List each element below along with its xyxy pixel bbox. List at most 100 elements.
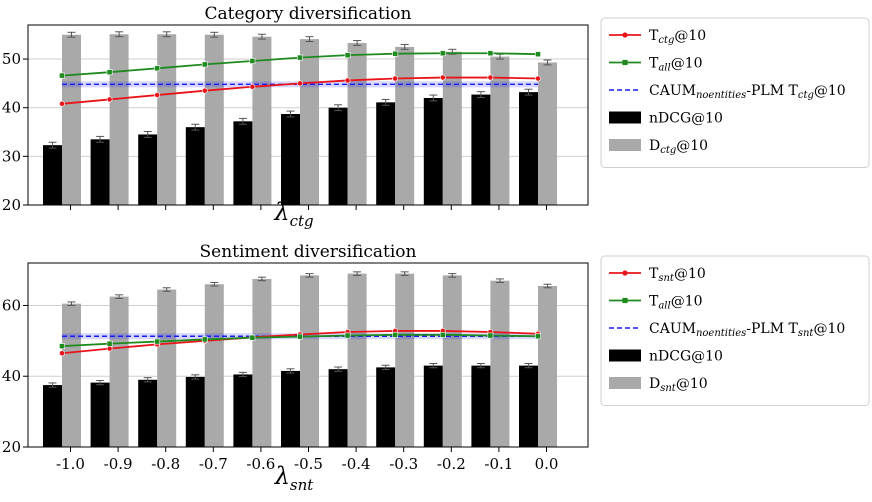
bar-ndcg-8 xyxy=(423,365,443,447)
chart-panel-1: 20 30 40 50 Category diversification λctg Tctg… xyxy=(2,4,870,230)
plot-frame xyxy=(27,262,589,448)
point-marker xyxy=(535,75,541,82)
legend-swatch xyxy=(609,139,641,151)
x-axis-label: λsnt xyxy=(274,462,315,494)
legend-label: Dsnt@10 xyxy=(649,376,708,394)
x-tick-label: -0.4 xyxy=(342,455,371,473)
bar-ndcg-5 xyxy=(281,370,300,447)
legend: Tsnt@10 Tall@10 CAUMnoentities-PLM Tsnt@10… xyxy=(600,255,870,406)
bar-d-10 xyxy=(538,62,557,206)
point-marker xyxy=(439,331,446,338)
bar-d-8 xyxy=(442,275,462,447)
x-tick-label: -1.0 xyxy=(56,455,85,473)
bar-ndcg-2 xyxy=(138,134,158,205)
x-tick-label: -0.6 xyxy=(246,455,275,473)
point-marker xyxy=(59,100,65,107)
x-tick-label: -0.9 xyxy=(104,455,133,473)
bar-d-4 xyxy=(252,278,272,447)
point-marker xyxy=(154,92,161,98)
point-marker xyxy=(392,331,399,338)
point-marker xyxy=(201,61,208,68)
bar-ndcg-9 xyxy=(471,365,491,447)
legend-label: Tall@10 xyxy=(649,294,703,312)
legend-marker xyxy=(622,297,628,304)
bar-d-4 xyxy=(252,36,272,205)
point-marker xyxy=(59,350,65,357)
point-marker xyxy=(487,74,494,81)
y-tick-label: 40 xyxy=(2,99,21,117)
y-tick-label: 20 xyxy=(2,438,21,456)
point-marker xyxy=(535,51,541,58)
y-tick-label: 30 xyxy=(2,147,21,165)
bar-ndcg-4 xyxy=(233,374,253,447)
point-marker xyxy=(249,334,256,341)
y-tick-label: 20 xyxy=(2,196,21,214)
point-marker xyxy=(154,338,161,345)
chart-title: Category diversification xyxy=(204,4,411,24)
bar-d-10 xyxy=(538,286,557,447)
bar-d-8 xyxy=(442,51,462,205)
bar-ndcg-7 xyxy=(376,367,396,447)
bar-ndcg-1 xyxy=(90,382,110,447)
point-marker xyxy=(487,332,494,339)
bar-ndcg-3 xyxy=(185,127,205,205)
bar-ndcg-1 xyxy=(90,139,110,205)
point-marker xyxy=(392,50,399,57)
bar-d-7 xyxy=(395,273,415,447)
bar-ndcg-7 xyxy=(376,102,396,205)
point-marker xyxy=(439,74,446,81)
x-tick-label: -0.3 xyxy=(389,455,418,473)
point-marker xyxy=(201,87,208,94)
point-marker xyxy=(487,50,494,57)
legend-label: nDCG@10 xyxy=(649,111,723,127)
legend: Tctg@10 Tall@10 CAUMnoentities-PLM Tctg@10… xyxy=(600,17,870,168)
y-tick-label: 40 xyxy=(2,367,21,385)
point-marker xyxy=(344,52,351,59)
chart-title: Sentiment diversification xyxy=(199,242,416,262)
point-marker xyxy=(59,343,65,350)
point-marker xyxy=(439,50,446,57)
legend-label: CAUMnoentities-PLM Tctg@10 xyxy=(649,83,846,101)
point-marker xyxy=(344,77,351,84)
point-marker xyxy=(154,65,161,72)
legend-label: Tsnt@10 xyxy=(649,266,706,284)
point-marker xyxy=(106,69,113,76)
y-tick-label: 60 xyxy=(2,296,21,314)
x-axis-label: λctg xyxy=(273,198,313,230)
chart-panel-2: 20 40 60 -1.0 -0.9 -0.8 -0.7 -0.6 -0.5 -0.4 -0.3 -0… xyxy=(2,242,870,494)
legend-marker xyxy=(622,32,628,38)
legend-label: Tall@10 xyxy=(649,56,703,74)
point-marker xyxy=(392,75,399,82)
plot-frame xyxy=(27,24,589,206)
bar-ndcg-2 xyxy=(138,379,158,447)
bar-ndcg-9 xyxy=(471,94,491,205)
bar-d-2 xyxy=(157,289,177,447)
x-tick-label: -0.2 xyxy=(437,455,466,473)
point-marker xyxy=(297,54,303,61)
bar-ndcg-10 xyxy=(519,92,538,205)
point-marker xyxy=(535,333,541,340)
bar-ndcg-8 xyxy=(423,97,443,205)
bar-ndcg-5 xyxy=(281,114,300,205)
point-marker xyxy=(297,80,303,87)
legend-label: CAUMnoentities-PLM Tsnt@10 xyxy=(649,321,845,339)
bar-d-7 xyxy=(395,46,415,205)
bar-d-1 xyxy=(109,34,129,206)
bar-d-5 xyxy=(300,275,319,447)
point-marker xyxy=(106,96,113,103)
bar-d-5 xyxy=(300,39,319,205)
y-tick-label: 50 xyxy=(2,50,21,68)
bar-d-1 xyxy=(109,296,129,447)
x-tick-label: -0.1 xyxy=(484,455,513,473)
legend-box xyxy=(600,255,870,406)
bar-ndcg-0 xyxy=(43,145,62,205)
bar-d-3 xyxy=(204,34,224,205)
x-tick-label: 0.0 xyxy=(535,455,559,473)
point-marker xyxy=(106,340,113,347)
legend-marker xyxy=(622,59,628,66)
legend-box xyxy=(600,17,870,168)
bar-d-2 xyxy=(157,34,177,206)
legend-label: Dctg@10 xyxy=(649,138,708,156)
bar-d-6 xyxy=(347,273,367,447)
